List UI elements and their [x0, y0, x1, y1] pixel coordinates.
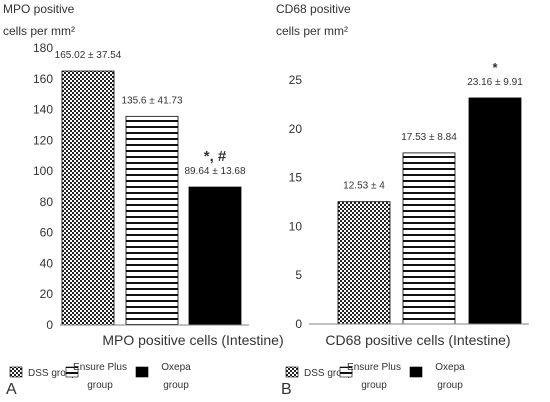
y-tick-label: 180 — [33, 41, 53, 55]
data-label: 23.16 ± 9.91 — [467, 77, 523, 88]
bar — [188, 186, 242, 326]
legend-label: Ensure Plus — [347, 362, 401, 373]
legend-swatch — [65, 366, 79, 378]
y-tick-label: 160 — [33, 72, 53, 86]
legend-label: Ensure Plus — [73, 362, 127, 373]
legend-label: group — [163, 380, 189, 391]
legend-label: group — [87, 380, 113, 391]
legend-swatch — [285, 366, 299, 378]
data-label: 89.64 ± 13.68 — [184, 166, 246, 177]
y-tick-label: 0 — [295, 317, 302, 331]
y-tick-label: 5 — [295, 268, 302, 282]
y-tick-label: 15 — [289, 171, 303, 185]
y-tick-label: 60 — [40, 226, 54, 240]
data-label: 165.02 ± 37.54 — [55, 50, 122, 61]
panel-label: B — [281, 381, 292, 398]
legend-swatch — [9, 366, 23, 378]
y-axis-title: cells per mm² — [3, 24, 75, 38]
legend-label: group — [361, 380, 387, 391]
panel-label: A — [6, 381, 17, 398]
y-tick-label: 20 — [40, 287, 54, 301]
bar — [61, 70, 115, 326]
y-tick-label: 140 — [33, 103, 53, 117]
y-tick-label: 120 — [33, 133, 53, 147]
data-label: 12.53 ± 4 — [343, 181, 385, 192]
y-tick-label: 20 — [289, 122, 303, 136]
y-tick-label: 100 — [33, 164, 53, 178]
bar — [402, 152, 456, 325]
y-tick-label: 0 — [46, 318, 53, 332]
x-axis-title: MPO positive cells (Intestine) — [102, 332, 283, 348]
y-tick-label: 10 — [289, 219, 303, 233]
y-axis-title: MPO positive — [3, 2, 75, 16]
bar — [337, 201, 391, 325]
data-label: 17.53 ± 8.84 — [401, 132, 457, 143]
legend-label: group — [437, 380, 463, 391]
x-axis-title: CD68 positive cells (Intestine) — [325, 332, 510, 348]
significance-mark: *, # — [204, 148, 227, 165]
y-tick-label: 25 — [289, 73, 303, 87]
legend-label: Oxepa — [435, 362, 465, 373]
legend-label: Oxepa — [161, 362, 191, 373]
data-label: 135.6 ± 41.73 — [121, 95, 183, 106]
bar — [468, 97, 522, 325]
y-axis-title: cells per mm² — [276, 24, 348, 38]
legend-label: DSS group — [28, 368, 77, 379]
bar — [125, 115, 179, 326]
legend-swatch — [135, 366, 149, 378]
y-tick-label: 80 — [40, 195, 54, 209]
y-axis-title: CD68 positive — [276, 2, 351, 16]
legend-label: DSS group — [304, 368, 353, 379]
legend-swatch — [339, 366, 353, 378]
y-tick-label: 40 — [40, 256, 54, 270]
legend-swatch — [409, 366, 423, 378]
significance-mark: * — [492, 60, 498, 75]
